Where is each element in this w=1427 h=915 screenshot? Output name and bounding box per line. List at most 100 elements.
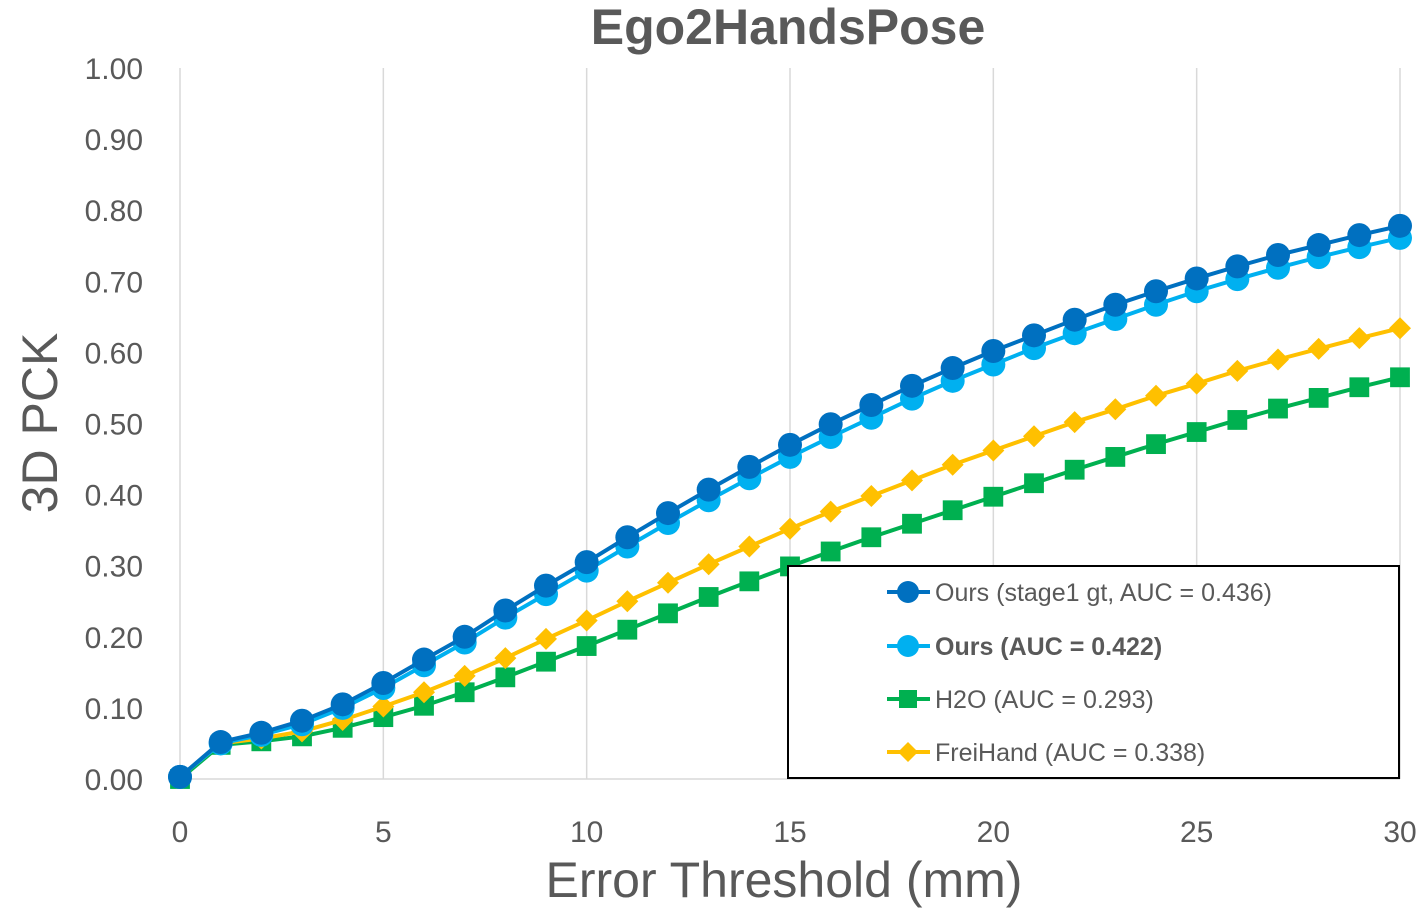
data-point [820, 541, 841, 562]
data-point [779, 517, 801, 540]
legend: Ours (stage1 gt, AUC = 0.436) Ours (AUC =… [787, 565, 1400, 779]
data-point [534, 573, 558, 598]
data-point [981, 338, 1006, 363]
y-tick-label: 0.60 [85, 337, 143, 370]
legend-marker [899, 690, 917, 708]
x-axis-label: Error Threshold (mm) [546, 852, 1023, 908]
data-point [1023, 425, 1045, 448]
x-tick-label: 5 [375, 816, 392, 849]
legend-box [787, 565, 1400, 779]
data-point [1145, 384, 1167, 407]
data-point [697, 553, 720, 576]
data-point [1389, 317, 1411, 340]
x-tick-label: 10 [570, 816, 603, 849]
data-point [1388, 213, 1412, 238]
legend-label: H2O (AUC = 0.293) [935, 686, 1154, 714]
y-tick-label: 0.50 [85, 409, 143, 442]
y-tick-label: 0.20 [85, 622, 143, 655]
data-point [657, 571, 679, 594]
data-point [1064, 459, 1085, 480]
data-point [1185, 372, 1208, 395]
data-point [371, 671, 396, 696]
data-point [1266, 242, 1290, 267]
legend-marker [897, 635, 919, 657]
data-point [536, 651, 556, 672]
data-point [983, 486, 1004, 507]
data-point [535, 627, 557, 650]
data-point [738, 535, 761, 558]
data-point [495, 667, 516, 688]
data-point [615, 525, 640, 550]
y-tick-label: 0.90 [85, 124, 143, 157]
data-point [1062, 307, 1087, 332]
data-point [902, 513, 922, 534]
data-point [574, 550, 599, 575]
data-point [453, 664, 476, 687]
data-point [454, 682, 475, 703]
data-point [1144, 279, 1168, 304]
data-point [1268, 398, 1288, 419]
data-point [1348, 327, 1371, 350]
data-point [1063, 411, 1086, 434]
y-tick-label: 0.00 [85, 764, 143, 797]
data-point [330, 692, 355, 717]
data-point [696, 477, 721, 502]
data-point [658, 603, 678, 624]
data-point [900, 373, 924, 398]
data-point [739, 571, 760, 592]
y-axis-label: 3D PCK [12, 333, 68, 514]
x-tick-label: 0 [172, 816, 189, 849]
data-point [1022, 323, 1046, 348]
data-point [372, 695, 395, 718]
data-point [940, 356, 965, 381]
data-point [1103, 292, 1128, 317]
y-tick-label: 0.30 [85, 551, 143, 584]
data-point [1390, 367, 1410, 388]
data-point [1184, 266, 1209, 291]
data-point [1307, 337, 1330, 360]
data-point [941, 453, 964, 476]
data-point [1104, 398, 1127, 421]
y-tick-label: 0.10 [85, 693, 143, 726]
data-point [452, 624, 477, 649]
data-point [1105, 447, 1126, 467]
data-point [1306, 233, 1331, 258]
series-layer [168, 213, 1412, 789]
data-point [1024, 473, 1044, 494]
data-point [819, 500, 842, 523]
x-tick-label: 30 [1383, 816, 1416, 849]
data-point [1226, 359, 1249, 382]
data-point [494, 647, 517, 670]
data-point [859, 393, 884, 418]
legend-marker [898, 742, 918, 762]
data-point [698, 587, 719, 607]
data-point [982, 439, 1005, 462]
data-point [575, 609, 598, 632]
data-point [616, 590, 639, 613]
data-point [942, 500, 963, 521]
data-point [656, 501, 680, 526]
data-point [1186, 422, 1207, 442]
data-point [901, 469, 923, 492]
legend-label: FreiHand (AUC = 0.338) [935, 739, 1205, 767]
y-tick-labels: 0.00 0.10 0.20 0.30 0.40 0.50 0.60 0.70 0.80 0.90… [85, 53, 143, 797]
data-point [168, 764, 192, 789]
data-point [493, 598, 518, 623]
data-point [737, 454, 762, 479]
data-point [414, 695, 434, 716]
data-point [290, 708, 314, 733]
y-tick-label: 1.00 [85, 53, 143, 86]
data-point [1146, 434, 1166, 455]
x-tick-label: 15 [773, 816, 806, 849]
data-point [1347, 223, 1372, 248]
data-point [1267, 348, 1289, 371]
data-point [778, 432, 802, 457]
data-point [412, 647, 436, 672]
legend-label: Ours (stage1 gt, AUC = 0.436) [935, 579, 1272, 607]
legend-marker [897, 581, 919, 603]
x-tick-labels: 0 5 10 15 20 25 30 [172, 816, 1417, 849]
data-point [617, 619, 638, 640]
data-point [1227, 410, 1248, 430]
data-point [208, 730, 233, 755]
